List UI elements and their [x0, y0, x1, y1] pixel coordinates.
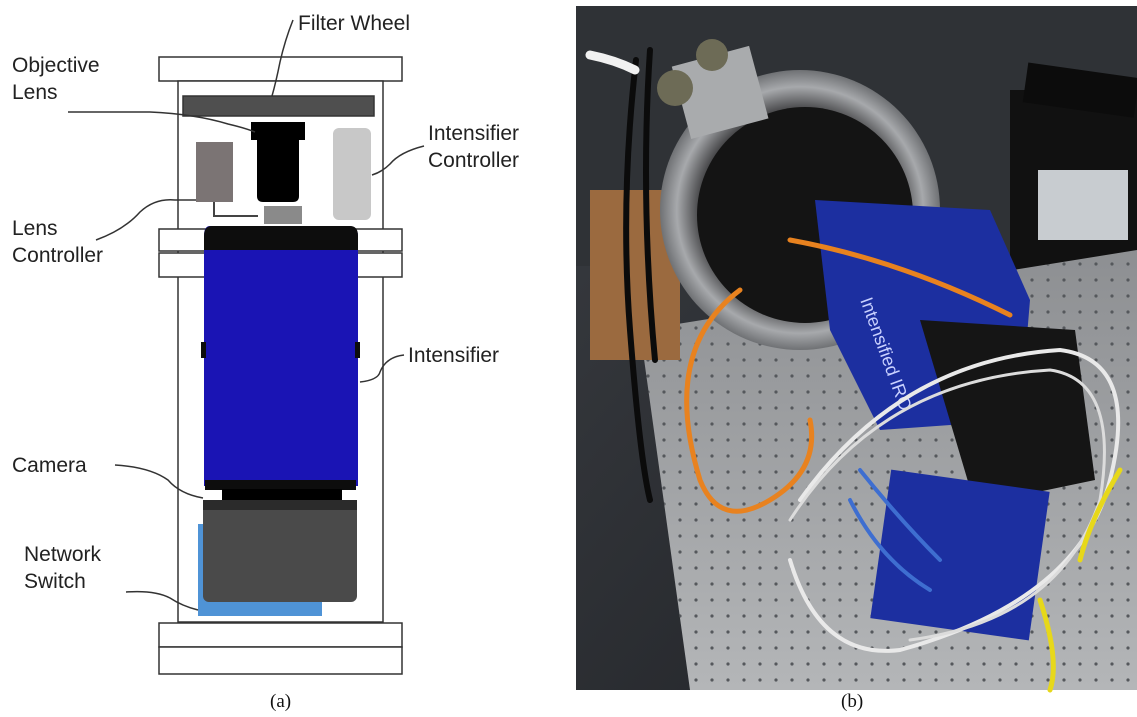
leader-lines — [68, 19, 425, 611]
lens-controller-leader — [95, 199, 196, 241]
connector-block — [671, 45, 769, 140]
circular-connector-2 — [696, 39, 728, 71]
white-cable-bundle-2 — [788, 368, 1106, 642]
objective-lens — [251, 122, 305, 140]
objective-lens-label: Objective Lens — [12, 52, 100, 106]
network-switch-label-line2: Switch — [24, 570, 86, 593]
keyboard — [1022, 62, 1137, 118]
black-cables — [623, 47, 658, 503]
lens-mount — [264, 206, 302, 224]
lens-controller — [196, 142, 233, 202]
intensifier-controller-leader — [371, 145, 425, 176]
orange-cable — [684, 237, 1013, 514]
camera-box — [920, 320, 1095, 505]
network-switch-box — [870, 469, 1050, 641]
white-cable-left — [585, 50, 640, 75]
intensifier-controller — [333, 128, 371, 220]
intensifier-controller-label: Intensifier Controller — [428, 120, 519, 174]
lens-controller-label-line1: Lens — [12, 217, 58, 240]
camera-leader — [114, 464, 204, 499]
lens-controller-label-line2: Controller — [12, 244, 104, 267]
intensifier-controller-label-line1: Intensifier — [428, 122, 520, 145]
objective-lens-body — [257, 140, 299, 202]
network-switch-leader — [125, 590, 199, 611]
filter-wheel-label: Filter Wheel — [298, 12, 411, 35]
lens-controller-label: Lens Controller — [12, 215, 103, 269]
intensifier-leader — [359, 354, 405, 383]
intensifier-bottom-band — [205, 480, 356, 490]
objective-lens-leader — [68, 111, 256, 133]
circular-connector-1 — [657, 70, 693, 106]
filter-wheel — [182, 95, 375, 117]
camera-top-band — [203, 500, 357, 510]
intensifier-knob-right — [355, 342, 360, 358]
lens-controller-cable — [213, 202, 258, 217]
network-switch-label-line1: Network — [24, 543, 102, 566]
objective-lens-label-line1: Objective — [12, 54, 100, 77]
filter-wheel-leader — [271, 19, 294, 97]
bottom-plate-upper — [158, 622, 403, 648]
caption-a: (a) — [270, 691, 292, 712]
white-cable-bundle — [788, 347, 1121, 653]
camera — [203, 500, 357, 602]
intensifier-label: Intensifier — [408, 344, 500, 367]
caption-b: (b) — [841, 691, 864, 712]
photo-panel: Intensified IRO — [576, 6, 1137, 693]
cables — [585, 47, 1123, 693]
camera-coupler — [222, 489, 342, 501]
intensifier-top-cap — [204, 226, 358, 250]
camera-label: Camera — [12, 454, 87, 477]
bottom-plate-lower — [158, 646, 403, 675]
yellow-cable — [1037, 467, 1123, 693]
oscilloscope-screen — [1038, 170, 1128, 240]
network-switch-label: Network Switch — [24, 541, 101, 595]
intensifier-knob-left — [201, 342, 206, 358]
objective-lens-label-line2: Lens — [12, 81, 58, 104]
intensifier — [204, 226, 358, 486]
blue-cables — [848, 468, 942, 592]
intensifier-controller-label-line2: Controller — [428, 149, 520, 172]
